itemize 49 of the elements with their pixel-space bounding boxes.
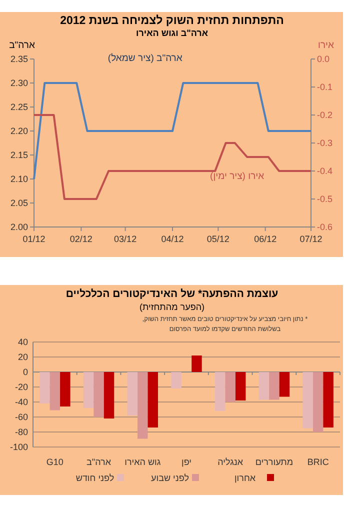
y-tick-label: -80 [14, 427, 28, 437]
x-tick-label: מתעוררים [255, 457, 294, 467]
y2-tick-label: -0.3 [317, 138, 333, 148]
y2-tick-label: -0.1 [317, 82, 333, 92]
y-tick-label: -40 [14, 397, 28, 407]
y2-tick-label: -0.5 [317, 194, 333, 204]
x-tick-label: G10 [46, 457, 64, 467]
text: ארה"ב (ציר שמאל) [108, 53, 182, 64]
chart-title: עוצמת ההפתעה* של האינדיקטורים הכלכליים [66, 288, 278, 300]
y-tick-label: 2.35 [10, 54, 28, 64]
x-tick-label: 01/12 [22, 234, 46, 244]
y2-tick-label: -0.4 [317, 166, 333, 176]
x-tick-label: 07/12 [300, 234, 322, 244]
y2-tick-label: -0.6 [317, 222, 333, 232]
y-tick-label: -100 [10, 442, 28, 452]
legend-label: לפני שבוע [151, 473, 190, 483]
x-tick-label: אנגליה [218, 457, 244, 467]
x-tick-label: גוש האירו [124, 457, 161, 467]
y-tick-label: 2.30 [10, 78, 28, 88]
legend-label: אחרון [234, 473, 256, 483]
y-tick-label: -20 [14, 382, 28, 392]
legend-label: לפני חודש [76, 473, 114, 483]
x-tick-label: 02/12 [70, 234, 92, 244]
y-tick-label: 2.05 [10, 198, 28, 208]
chart-title: התפתחות תחזית השוק לצמיחה בשנת 2012 [60, 14, 284, 27]
y-tick-label: 20 [18, 352, 28, 362]
y2-axis-title: אירו [318, 40, 334, 51]
line-series [33, 114, 312, 200]
y-tick-label: -60 [14, 412, 28, 422]
x-tick-label: 05/12 [206, 234, 230, 244]
x-tick-label: 04/12 [161, 234, 184, 244]
y-tick-label: 2.20 [10, 126, 28, 136]
y-tick-label: 2.10 [10, 174, 28, 184]
y-tick-label: 0 [22, 367, 28, 377]
x-tick-label: יפן [182, 457, 192, 467]
x-tick-label: BRIC [307, 457, 330, 467]
chart-subtitle: ארה"ב וגוש האירו [136, 28, 208, 38]
y-tick-label: 40 [18, 337, 28, 347]
y-tick-label: 2.25 [10, 102, 28, 112]
series-label: אירו (ציר ימין) [210, 171, 264, 182]
x-tick-label: 03/12 [114, 234, 137, 244]
y-tick-label: 2.15 [10, 150, 28, 160]
chart-subtitle: (הפער מהתחזית) [139, 302, 205, 312]
y2-tick-label: -0.2 [317, 110, 333, 120]
x-tick-label: ארה"ב [86, 457, 112, 467]
y-tick-label: 2.00 [10, 222, 28, 232]
x-tick-label: 06/12 [254, 234, 277, 244]
y-axis-title: ארה"ב [9, 40, 35, 51]
y2-tick-label: 0.0 [317, 54, 330, 64]
